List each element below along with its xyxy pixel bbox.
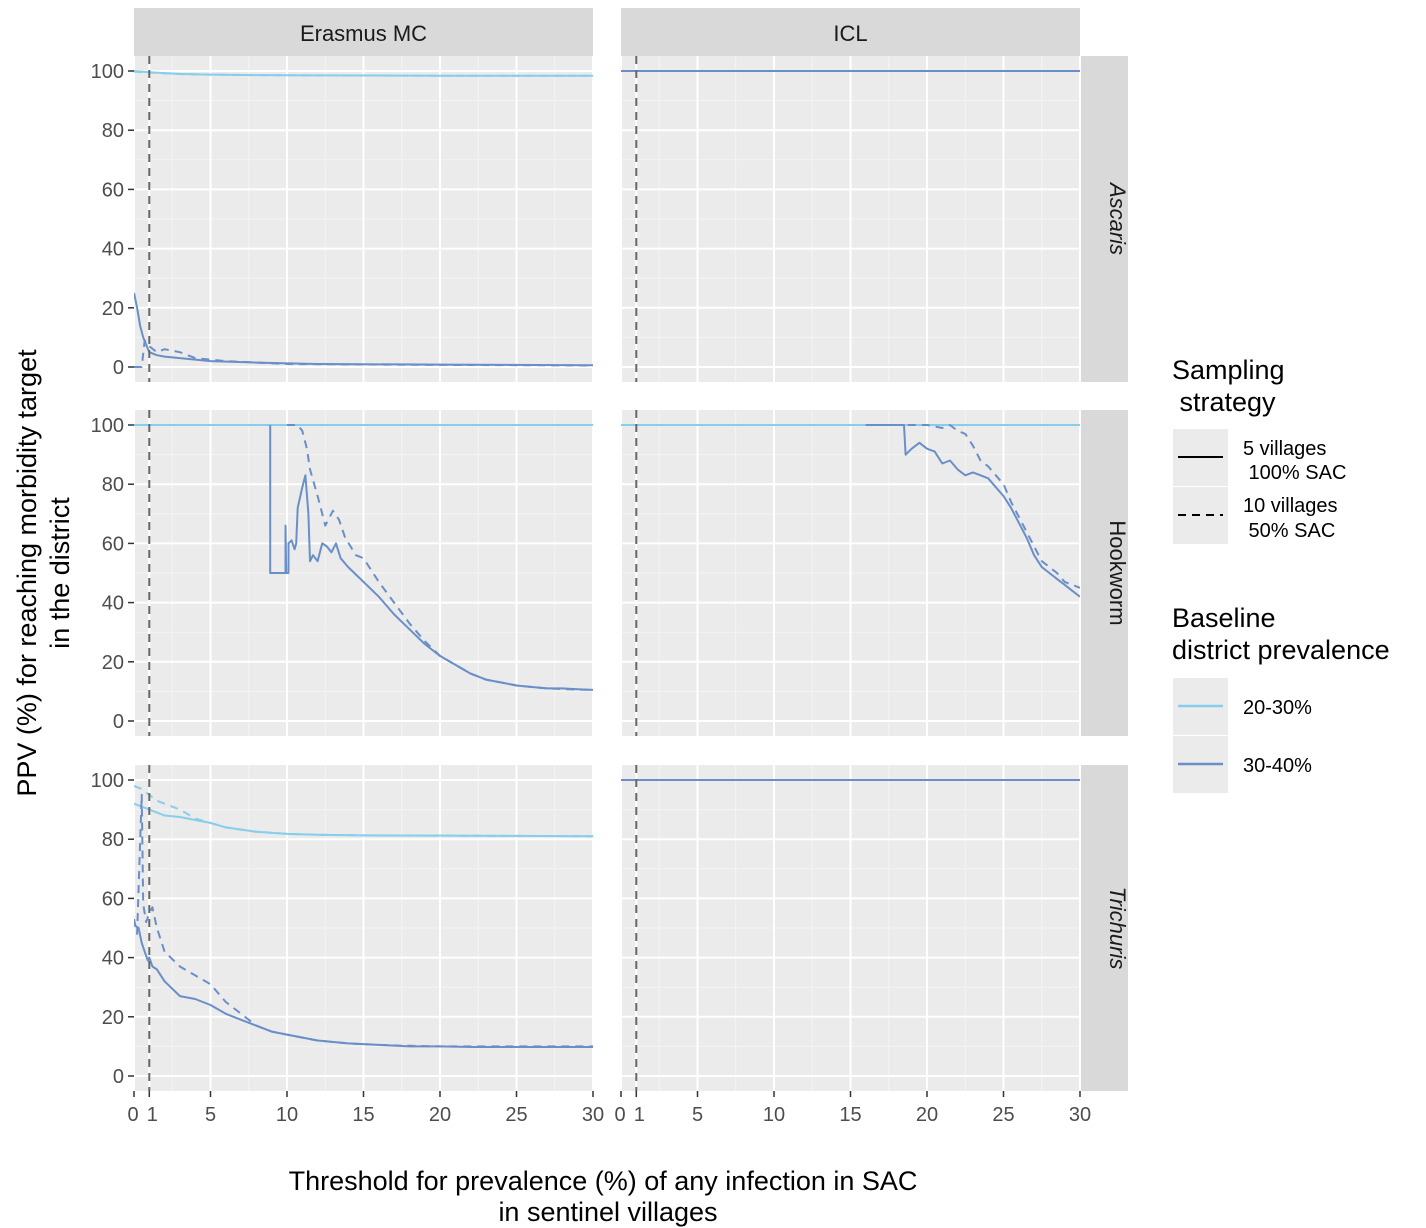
- row-strip-label: Trichuris: [1105, 887, 1130, 970]
- y-tick-label: 100: [91, 61, 124, 83]
- series-line-30-40%: [269, 425, 593, 691]
- y-axis-title: in the district: [45, 497, 75, 649]
- series-line-30-40%: [865, 424, 1080, 598]
- x-tick-label: 30: [582, 1104, 604, 1126]
- legend-label: 10 villages: [1243, 495, 1338, 517]
- y-tick-label: 0: [113, 1066, 124, 1088]
- series-line-20-30%: [134, 802, 593, 838]
- x-tick-label: 20: [429, 1104, 451, 1126]
- column-strip-label: Erasmus MC: [300, 21, 427, 46]
- panel: 0 1 5 10 15 20 25 30: [614, 765, 1091, 1126]
- legend-label: 30-40%: [1243, 755, 1312, 777]
- x-tick-label: 5: [205, 1104, 216, 1126]
- legend-title: Baseline: [1172, 603, 1276, 633]
- y-tick-label: 0: [113, 711, 124, 733]
- y-tick-label: 40: [102, 948, 124, 970]
- series-line-30-40%: [134, 292, 593, 367]
- legend-label: 5 villages: [1243, 438, 1326, 460]
- legend-sampling-strategy: Sampling strategy 5 villages 100% SAC 10…: [1172, 355, 1346, 544]
- panel: 0 20 40 60 80 100: [91, 56, 594, 382]
- y-tick-label: 100: [91, 770, 124, 792]
- y-tick-label: 20: [102, 652, 124, 674]
- y-tick-label: 80: [102, 829, 124, 851]
- row-strip-background: [1080, 56, 1128, 382]
- x-tick-label: 10: [763, 1104, 785, 1126]
- panel: 0 20 40 60 80 100: [91, 410, 594, 736]
- y-tick-label: 40: [102, 239, 124, 261]
- series-line-30-40%: [865, 424, 1080, 589]
- y-tick-label: 100: [91, 415, 124, 437]
- legend-title: strategy: [1172, 387, 1276, 417]
- x-tick-label: 10: [276, 1104, 298, 1126]
- legend-baseline-prevalence: Baseline district prevalence 20-30% 30-4…: [1172, 603, 1390, 793]
- series-line-30-40%: [287, 424, 593, 691]
- row-strip-label: Ascaris: [1105, 181, 1130, 255]
- series-line-30-40%: [134, 339, 593, 368]
- x-tick-label: 1: [147, 1104, 158, 1126]
- x-tick-label: 20: [916, 1104, 938, 1126]
- legend-label: 20-30%: [1243, 697, 1312, 719]
- y-tick-label: 60: [102, 888, 124, 910]
- y-tick-label: 80: [102, 474, 124, 496]
- x-tick-label: 0: [127, 1104, 138, 1126]
- legend-label: 50% SAC: [1243, 520, 1335, 542]
- y-tick-label: 80: [102, 120, 124, 142]
- y-axis-title: PPV (%) for reaching morbidity target: [12, 349, 42, 797]
- x-axis-title: Threshold for prevalence (%) of any infe…: [289, 1166, 918, 1196]
- y-tick-label: 60: [102, 533, 124, 555]
- x-tick-label: 1: [634, 1104, 645, 1126]
- y-tick-label: 20: [102, 1007, 124, 1029]
- row-strip-label: Hookworm: [1105, 520, 1130, 625]
- panel: [620, 410, 1081, 736]
- y-tick-label: 20: [102, 298, 124, 320]
- x-tick-label: 30: [1069, 1104, 1091, 1126]
- series-line-20-30%: [134, 70, 593, 77]
- column-strip-background: [621, 8, 1080, 56]
- x-tick-label: 25: [992, 1104, 1014, 1126]
- row-strip-background: [1080, 765, 1128, 1091]
- row-strip-background: [1080, 410, 1128, 736]
- column-strip-background: [134, 8, 593, 56]
- x-tick-label: 0: [614, 1104, 625, 1126]
- panel: [620, 56, 1081, 382]
- legend-title: Sampling: [1172, 355, 1285, 385]
- y-tick-label: 0: [113, 357, 124, 379]
- x-axis-title: in sentinel villages: [498, 1197, 717, 1227]
- x-tick-label: 5: [692, 1104, 703, 1126]
- legend-title: district prevalence: [1172, 635, 1390, 665]
- x-tick-label: 15: [839, 1104, 861, 1126]
- y-tick-label: 40: [102, 593, 124, 615]
- y-tick-label: 60: [102, 179, 124, 201]
- series-line-30-40%: [134, 793, 593, 1048]
- legend-label: 100% SAC: [1243, 462, 1346, 484]
- column-strip-label: ICL: [833, 21, 867, 46]
- x-tick-label: 25: [505, 1104, 527, 1126]
- x-tick-label: 15: [352, 1104, 374, 1126]
